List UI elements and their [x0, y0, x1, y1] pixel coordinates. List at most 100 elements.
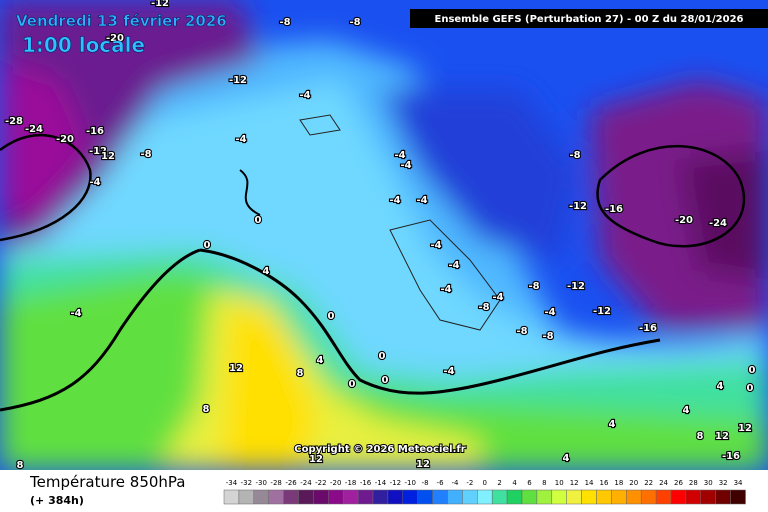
colorbar-swatch — [372, 489, 389, 505]
colorbar-swatch — [551, 489, 567, 505]
colorbar-swatch — [670, 489, 687, 505]
colorbar-tick-label: -2 — [466, 479, 473, 487]
contour-label: 0 — [328, 311, 335, 322]
contour-label: 0 — [349, 379, 356, 390]
colorbar-tick-label: 4 — [512, 479, 517, 487]
colorbar-tick-label: -8 — [422, 479, 429, 487]
contour-label: 8 — [297, 368, 304, 379]
colorbar: -34 -32 -30 -28 -26 -24 -22 -20 -18 -16 -14 -12 -10-… — [223, 479, 746, 505]
map — [0, 0, 768, 470]
colorbar-swatch — [477, 489, 493, 505]
colorbar-swatch — [328, 489, 344, 505]
contour-label: 12 — [715, 431, 729, 442]
colorbar-swatch — [238, 489, 255, 505]
contour-label: -4 — [416, 195, 427, 206]
colorbar-tick-label: -20 — [330, 479, 341, 487]
colorbar-tick-label: -18 — [345, 479, 356, 487]
contour-label: 4 — [317, 355, 324, 366]
contour-label: -8 — [349, 17, 360, 28]
contour-label: -8 — [542, 331, 553, 342]
contour-label: -20 — [675, 215, 693, 226]
colorbar-swatch — [298, 489, 314, 505]
time: 1:00 locale — [22, 33, 145, 57]
colorbar-swatch — [640, 489, 657, 505]
contour-label: -4 — [400, 160, 411, 171]
contour-label: 0 — [204, 240, 211, 251]
colorbar-swatch — [626, 489, 642, 505]
contour-label: 4 — [563, 453, 570, 464]
colorbar-swatch — [715, 489, 731, 505]
colorbar-tick-label: -28 — [270, 479, 281, 487]
contour-label: -4 — [389, 195, 400, 206]
colorbar-tick-label: 8 — [542, 479, 546, 487]
colorbar-tick-label: 2 — [497, 479, 501, 487]
colorbar-swatch — [700, 489, 716, 505]
colorbar-swatch — [521, 489, 538, 505]
colorbar-tick-label: -10 — [405, 479, 416, 487]
contour-label: -16 — [605, 204, 623, 215]
contour-label: 4 — [263, 266, 270, 277]
colorbar-swatch — [611, 489, 627, 505]
contour-label: -8 — [279, 17, 290, 28]
contour-label: -4 — [544, 307, 555, 318]
colorbar-swatch — [491, 489, 508, 505]
colorbar-swatch — [432, 489, 448, 505]
contour-label: 4 — [717, 381, 724, 392]
contour-label: 4 — [609, 419, 616, 430]
colorbar-swatch — [536, 489, 553, 505]
contour-label: -20 — [56, 134, 74, 145]
colorbar-tick-label: -26 — [285, 479, 297, 487]
colorbar-swatch — [402, 489, 418, 505]
colorbar-tick-label: -24 — [300, 479, 312, 487]
contour-label: -16 — [86, 126, 104, 137]
run-box — [410, 9, 768, 28]
contour-label: -12 — [151, 0, 169, 9]
contour-label: -8 — [140, 149, 151, 160]
colorbar-tick-label: 10 — [555, 479, 564, 487]
colorbar-swatch — [342, 489, 359, 505]
contour-label: -4 — [299, 90, 310, 101]
colorbar-tick-label: -32 — [241, 479, 252, 487]
colorbar-tick-label: 6 — [527, 479, 532, 487]
colorbar-tick-label: -22 — [315, 479, 326, 487]
colorbar-swatch — [730, 489, 746, 505]
colorbar-swatch — [596, 489, 612, 505]
contour-label: 0 — [379, 351, 386, 362]
colorbar-swatch — [268, 489, 284, 505]
contour-label: 0 — [255, 215, 262, 226]
copyright: Copyright © 2026 Meteociel.fr — [294, 444, 465, 455]
colorbar-tick-label: 32 — [719, 479, 728, 487]
contour-label: -4 — [394, 150, 405, 161]
contour-label: 8 — [203, 404, 210, 415]
colorbar-tick-label: -34 — [226, 479, 238, 487]
contour-label: -4 — [70, 308, 81, 319]
run-info: Ensemble GEFS (Perturbation 27) - 00 Z d… — [435, 14, 744, 25]
contour-label: -24 — [25, 124, 43, 135]
contour-label: 4 — [683, 405, 690, 416]
colorbar-tick-label: 18 — [614, 479, 623, 487]
contour-label: -4 — [492, 292, 503, 303]
contour-label: -4 — [448, 260, 459, 271]
colorbar-tick-label: -16 — [360, 479, 372, 487]
footer-title: Température 850hPa — [29, 473, 186, 491]
contour-label: -4 — [430, 240, 441, 251]
colorbar-tick-label: -4 — [451, 479, 459, 487]
contour-label: -12 — [229, 75, 247, 86]
contour-label: 0 — [749, 365, 756, 376]
colorbar-swatch — [447, 489, 463, 505]
colorbar-swatch — [223, 489, 240, 505]
contour-label: -4 — [440, 284, 451, 295]
contour-label: -12 — [89, 146, 107, 157]
contour-label: 8 — [17, 460, 24, 471]
contour-label: 12 — [309, 454, 323, 465]
colorbar-swatch — [462, 489, 478, 505]
colorbar-tick-label: 20 — [629, 479, 638, 487]
colorbar-tick-label: -6 — [437, 479, 445, 487]
contour-label: -4 — [443, 366, 454, 377]
colorbar-swatch — [581, 489, 597, 505]
contour-label: -8 — [528, 281, 539, 292]
colorbar-swatch — [253, 489, 269, 505]
colorbar-swatch — [357, 489, 374, 505]
